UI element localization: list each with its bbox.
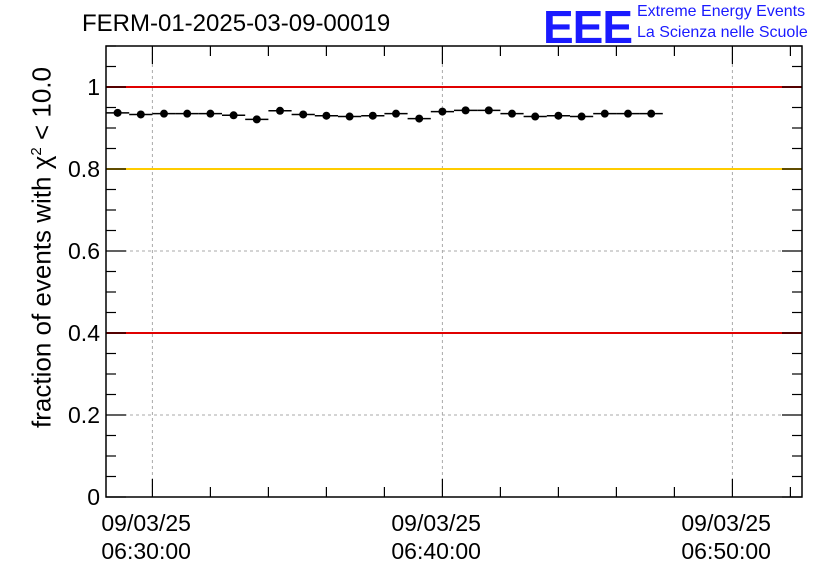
y-tick-label: 0.4 <box>68 320 100 346</box>
data-point <box>229 111 238 120</box>
data-point <box>484 106 493 115</box>
data-point <box>438 107 447 116</box>
y-tick-label: 0.2 <box>68 402 100 428</box>
data-point <box>276 106 284 115</box>
data-point <box>113 108 122 117</box>
reference-lines <box>106 86 802 334</box>
y-tick-label: 0.8 <box>68 156 100 182</box>
data-point <box>322 111 331 120</box>
x-tick-time: 06:30:00 <box>101 538 191 564</box>
x-tick-date: 09/03/25 <box>681 510 771 536</box>
data-point <box>299 110 308 119</box>
data-point <box>206 109 215 118</box>
logo-line-1: Extreme Energy Events <box>637 3 806 20</box>
x-tick-time: 06:40:00 <box>391 538 481 564</box>
x-tick-time: 06:50:00 <box>681 538 771 564</box>
x-tick-date: 09/03/25 <box>391 510 481 536</box>
x-tick-label: 09/03/25 06:30:00 <box>101 509 191 565</box>
data-point <box>461 106 470 115</box>
data-point <box>136 110 145 119</box>
data-point <box>624 109 632 118</box>
data-point <box>392 109 400 118</box>
data-point <box>368 111 377 120</box>
y-tick-label: 0.6 <box>68 238 100 264</box>
eee-logo-mark: EEE <box>543 1 633 53</box>
chart-title: FERM-01-2025-03-09-00019 <box>82 10 391 37</box>
logo-line-2: La Scienza nelle Scuole <box>637 24 808 41</box>
y-tick-label: 1 <box>87 74 100 100</box>
data-point <box>415 114 424 123</box>
data-point <box>531 112 540 121</box>
x-tick-label: 09/03/25 06:40:00 <box>391 509 481 565</box>
data-point <box>508 109 516 118</box>
data-point <box>600 109 609 118</box>
data-point <box>183 109 192 118</box>
data-point <box>647 109 656 118</box>
data-points <box>106 106 663 124</box>
x-tick-label: 09/03/25 06:50:00 <box>681 509 771 565</box>
data-point <box>577 112 586 121</box>
data-point <box>345 112 354 121</box>
data-point <box>160 109 168 118</box>
axis-ticks <box>106 45 802 498</box>
y-tick-label: 0 <box>87 484 100 510</box>
data-point <box>554 111 563 120</box>
data-point <box>252 115 261 124</box>
x-tick-date: 09/03/25 <box>101 510 191 536</box>
